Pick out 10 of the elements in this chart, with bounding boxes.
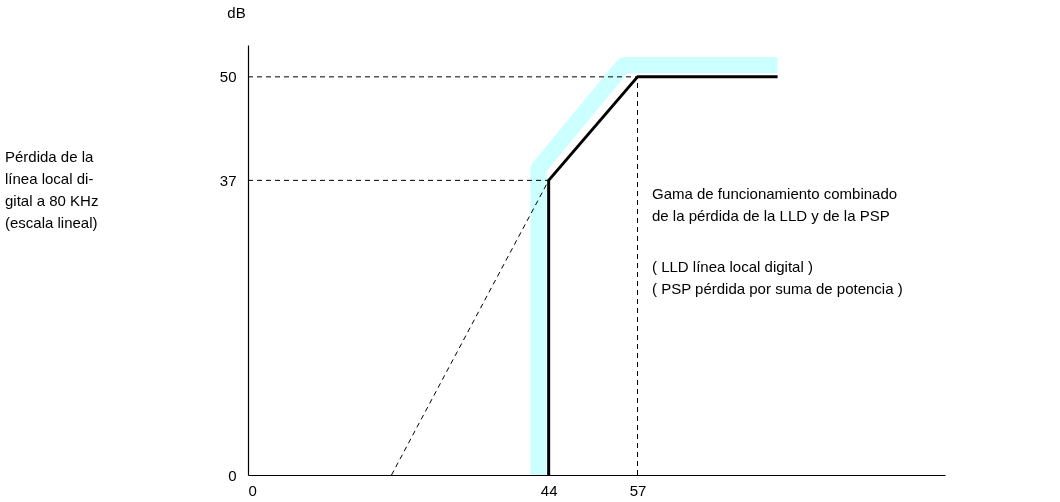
y-tick-label: 0 (228, 466, 237, 484)
text: Pérdida de la línea local di- gital a 80 KHz (escala lineal) (5, 148, 99, 231)
x-tick-label: 0 (248, 481, 257, 499)
annotation: ( LLD línea local digital ) ( PSP pérdida por suma de potencia ) (652, 258, 903, 297)
y-tick-label: 50 (219, 68, 237, 86)
x-tick-label: 57 (629, 481, 647, 499)
y-tick-label: 37 (219, 171, 237, 189)
y-axis-title: dB (227, 3, 246, 21)
annotation: Gama de funcionamiento combinado de la pérdida de la LLD y de la PSP (652, 185, 898, 224)
x-tick-label: 44 (540, 481, 558, 499)
